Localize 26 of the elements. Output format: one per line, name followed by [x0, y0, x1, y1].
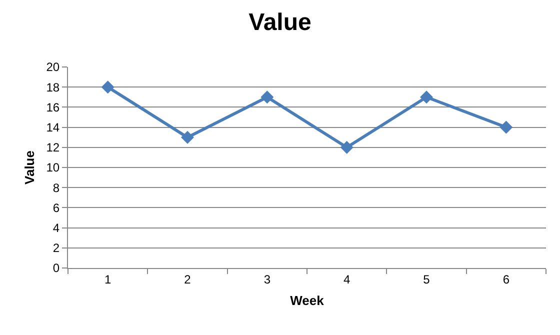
point — [181, 130, 194, 144]
x-tick-label: 6 — [502, 272, 510, 286]
point — [500, 120, 513, 134]
x-tick-label: 4 — [343, 272, 350, 286]
y-tick-label: 8 — [52, 180, 60, 195]
y-tick-label: 6 — [52, 200, 60, 215]
x-tick-label: 1 — [104, 272, 112, 286]
y-tick-label: 12 — [46, 140, 60, 155]
y-tick-label: 10 — [46, 160, 60, 175]
y-tick-label: 4 — [52, 221, 60, 235]
point — [260, 90, 274, 104]
y-tick-label: 16 — [46, 100, 60, 114]
y-tick-label: 20 — [46, 60, 60, 74]
chart-title: Value — [248, 9, 312, 36]
y-tick-label: 18 — [46, 80, 60, 94]
point — [101, 80, 114, 94]
point — [340, 140, 354, 154]
y-tick-label: 14 — [46, 120, 60, 134]
x-tick-label: 2 — [184, 272, 192, 286]
y-tick-label: 0 — [52, 261, 60, 276]
x-tick-label: 5 — [423, 272, 430, 286]
y-axis-title: Value — [22, 150, 38, 184]
x-tick-label: 3 — [264, 272, 271, 286]
point — [420, 90, 433, 104]
x-axis-title: Week — [290, 293, 325, 308]
y-tick-label: 2 — [52, 241, 60, 256]
